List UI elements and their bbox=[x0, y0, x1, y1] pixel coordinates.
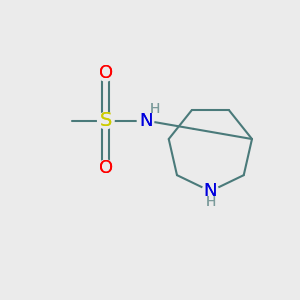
Circle shape bbox=[98, 64, 114, 81]
Text: H: H bbox=[205, 195, 215, 209]
Text: O: O bbox=[99, 159, 113, 177]
Text: S: S bbox=[100, 111, 112, 130]
Text: H: H bbox=[150, 102, 160, 116]
Circle shape bbox=[98, 112, 114, 129]
Text: O: O bbox=[99, 64, 113, 82]
Text: N: N bbox=[204, 182, 217, 200]
Text: S: S bbox=[100, 111, 112, 130]
Text: O: O bbox=[99, 64, 113, 82]
Text: H: H bbox=[205, 195, 215, 209]
Text: H: H bbox=[150, 102, 160, 116]
Circle shape bbox=[98, 160, 114, 176]
Text: N: N bbox=[204, 182, 217, 200]
Text: N: N bbox=[139, 112, 152, 130]
Text: N: N bbox=[139, 112, 152, 130]
Text: O: O bbox=[99, 159, 113, 177]
Circle shape bbox=[137, 112, 154, 129]
Circle shape bbox=[202, 183, 219, 200]
